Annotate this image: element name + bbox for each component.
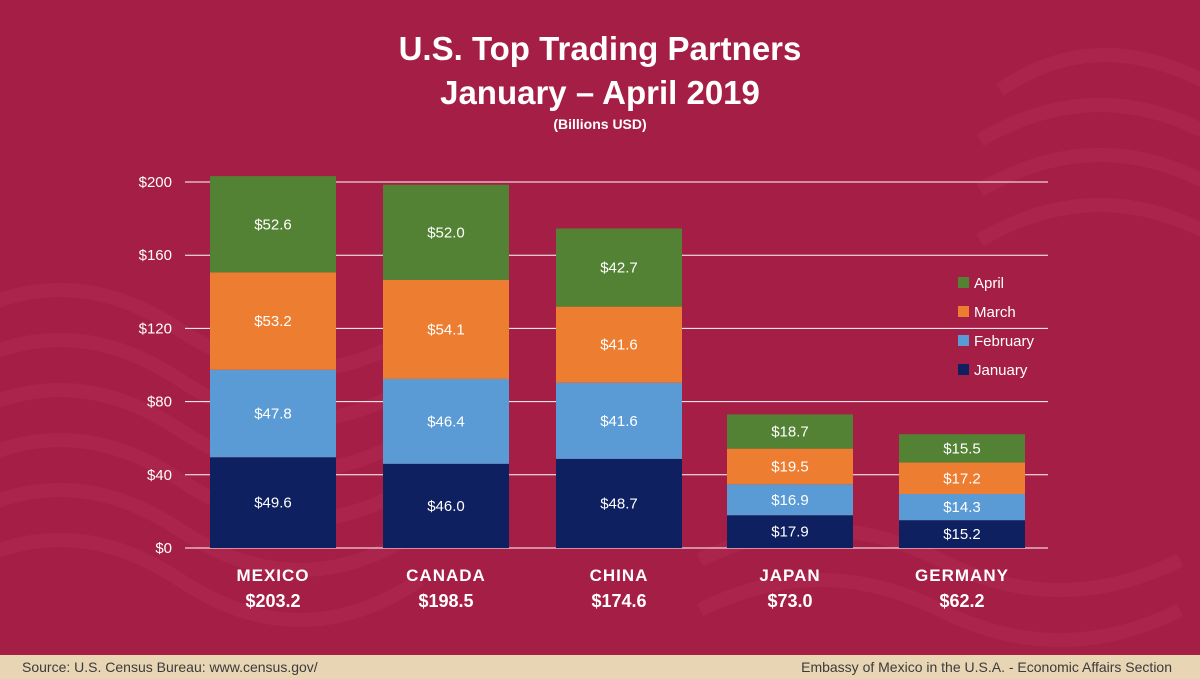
data-label: $46.4 xyxy=(427,413,465,430)
bar-segment-march xyxy=(899,462,1025,495)
data-label: $52.0 xyxy=(427,224,465,241)
bar-segment-march xyxy=(727,448,853,485)
bar-segment-march xyxy=(210,272,336,370)
data-label: $15.2 xyxy=(943,526,981,543)
data-label: $52.6 xyxy=(254,216,292,233)
bar-segment-april xyxy=(727,414,853,449)
bar-segment-march xyxy=(383,279,509,379)
bar-segment-january xyxy=(727,515,853,548)
chart-subtitle: (Billions USD) xyxy=(553,116,647,132)
footer-organization: Embassy of Mexico in the U.S.A. - Econom… xyxy=(801,659,1172,675)
bar-segment-february xyxy=(383,378,509,464)
data-label: $15.5 xyxy=(943,440,981,457)
data-label: $17.9 xyxy=(771,524,809,541)
data-label: $17.2 xyxy=(943,470,981,487)
category-total: $73.0 xyxy=(767,591,812,611)
legend-swatch-march xyxy=(958,306,969,317)
data-label: $47.8 xyxy=(254,405,292,422)
legend-swatch-january xyxy=(958,364,969,375)
bar-segment-february xyxy=(727,484,853,516)
y-tick-label: $200 xyxy=(139,174,172,191)
bar-segment-january xyxy=(899,520,1025,548)
category-label: CANADA xyxy=(406,566,486,585)
data-label: $41.6 xyxy=(600,337,638,354)
stacked-bar-chart: $0 $40 $80 $120 $160 $200 $49.6 $47.8 $53.2 $52.6… xyxy=(139,174,1048,611)
bar-segment-january xyxy=(210,457,336,548)
bar-segment-april xyxy=(556,228,682,307)
bar-segment-april xyxy=(899,434,1025,463)
data-label: $46.0 xyxy=(427,498,465,515)
category-total: $198.5 xyxy=(418,591,473,611)
category-label: CHINA xyxy=(590,566,649,585)
data-label: $14.3 xyxy=(943,499,981,516)
data-label: $53.2 xyxy=(254,313,292,330)
chart-title: U.S. Top Trading Partners xyxy=(398,30,802,67)
category-label: JAPAN xyxy=(759,566,820,585)
bar-segment-january xyxy=(383,463,509,548)
chart-title-period: January – April 2019 xyxy=(440,74,760,111)
bar-segment-april xyxy=(383,184,509,280)
category-total: $62.2 xyxy=(939,591,984,611)
category-total: $203.2 xyxy=(245,591,300,611)
bar-segment-march xyxy=(556,306,682,383)
y-tick-label: $160 xyxy=(139,247,172,264)
y-tick-label: $40 xyxy=(147,467,172,484)
y-tick-label: $0 xyxy=(155,540,172,557)
data-label: $49.6 xyxy=(254,495,292,512)
footer-bar: Source: U.S. Census Bureau: www.census.g… xyxy=(0,655,1200,679)
legend-label: April xyxy=(974,275,1004,292)
legend-swatch-february xyxy=(958,335,969,346)
data-label: $18.7 xyxy=(771,424,809,441)
data-label: $41.6 xyxy=(600,413,638,430)
data-label: $16.9 xyxy=(771,492,809,509)
y-tick-label: $80 xyxy=(147,394,172,411)
data-label: $54.1 xyxy=(427,321,465,338)
data-label: $48.7 xyxy=(600,495,638,512)
bar-segment-january xyxy=(556,458,682,548)
category-label: GERMANY xyxy=(915,566,1009,585)
bar-segment-february xyxy=(210,369,336,458)
category-label: MEXICO xyxy=(236,566,309,585)
category-total: $174.6 xyxy=(591,591,646,611)
legend-label: March xyxy=(974,304,1016,321)
bar-segment-february xyxy=(556,382,682,459)
y-tick-label: $120 xyxy=(139,320,172,337)
data-label: $42.7 xyxy=(600,260,638,277)
bar-segment-april xyxy=(210,176,336,273)
legend-label: February xyxy=(974,333,1035,350)
data-label: $19.5 xyxy=(771,458,809,475)
footer-source: Source: U.S. Census Bureau: www.census.g… xyxy=(22,659,318,675)
legend-label: January xyxy=(974,362,1028,379)
legend-swatch-april xyxy=(958,277,969,288)
bar-segment-february xyxy=(899,494,1025,521)
